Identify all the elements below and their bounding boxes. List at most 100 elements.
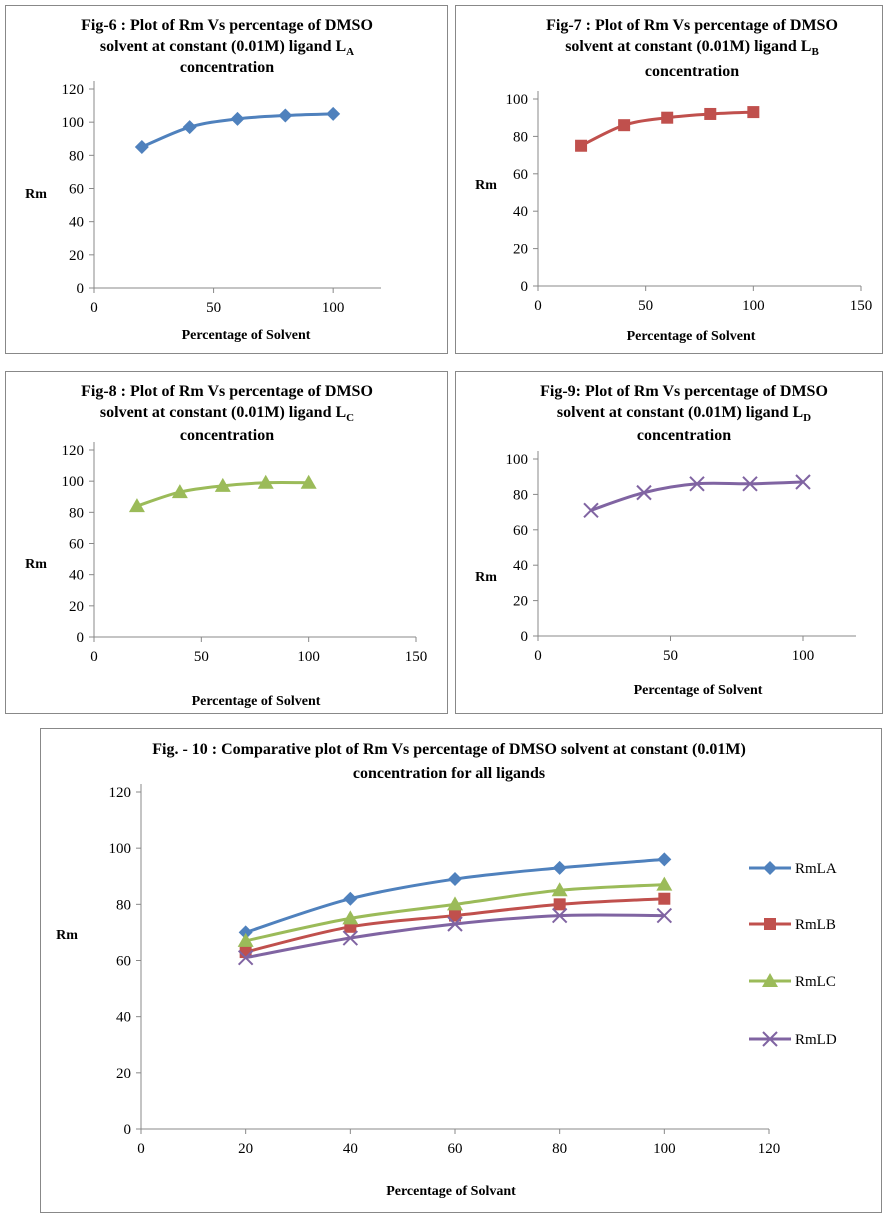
fig9-x-tick-label-2: 100 bbox=[792, 648, 815, 664]
fig8-series-0-point-4 bbox=[300, 474, 317, 489]
fig6-svg: Fig-6 : Plot of Rm Vs percentage of DMSO… bbox=[25, 17, 381, 343]
fig10-y-axis-label: Rm bbox=[56, 928, 78, 943]
fig10-series-0-point-2 bbox=[448, 872, 462, 887]
fig8-series-0-point-1 bbox=[171, 484, 188, 499]
fig10-y-tick-label-4: 80 bbox=[116, 897, 131, 913]
fig10-legend-item-1: RmLB bbox=[749, 917, 836, 933]
fig7-series-0-point-1 bbox=[618, 119, 631, 132]
fig10-x-tick-label-5: 100 bbox=[653, 1141, 676, 1157]
fig10-legend-label-2: RmLC bbox=[795, 974, 836, 990]
fig8-y-tick-label-4: 80 bbox=[69, 505, 84, 521]
fig10-series-2-point-legend bbox=[762, 973, 778, 987]
fig8-title-line-1: Fig-8 : Plot of Rm Vs percentage of DMSO bbox=[81, 383, 373, 400]
fig8-x-tick-label-3: 150 bbox=[405, 649, 428, 665]
fig9-series-0 bbox=[583, 474, 811, 519]
fig10-series-2-point-4 bbox=[656, 876, 673, 891]
fig9-chart-panel: Fig-9: Plot of Rm Vs percentage of DMSO s… bbox=[455, 371, 883, 714]
fig6-y-axis-label: Rm bbox=[25, 187, 47, 202]
fig10-series-1-point-legend bbox=[764, 918, 776, 930]
fig7-series-0-point-0 bbox=[575, 139, 588, 152]
fig10-legend-item-0: RmLA bbox=[749, 861, 837, 877]
fig6-series-0-point-0 bbox=[134, 140, 149, 155]
fig8-y-tick-label-0: 0 bbox=[77, 630, 85, 646]
fig6-x-axis-label: Percentage of Solvent bbox=[182, 328, 311, 343]
fig7-y-tick-label-3: 60 bbox=[513, 167, 528, 183]
fig10-series-0 bbox=[238, 852, 672, 940]
fig7-x-axis-label: Percentage of Solvent bbox=[627, 329, 756, 344]
fig9-series-0-point-0 bbox=[583, 502, 599, 519]
fig9-title-line-3: concentration bbox=[637, 427, 731, 444]
fig10-y-tick-label-0: 0 bbox=[124, 1122, 132, 1138]
fig8-series-0-point-3 bbox=[257, 474, 274, 489]
fig6-y-tick-label-2: 40 bbox=[69, 215, 84, 231]
fig8-y-tick-label-6: 120 bbox=[62, 443, 85, 459]
fig10-series-3-point-4 bbox=[656, 907, 673, 924]
fig9-y-tick-label-5: 100 bbox=[506, 452, 529, 468]
fig7-y-axis-label: Rm bbox=[475, 178, 497, 193]
fig10-series-3-point-legend bbox=[762, 1031, 778, 1047]
fig6-x-tick-label-1: 50 bbox=[206, 300, 221, 316]
fig6-series-0-point-1 bbox=[182, 120, 197, 135]
fig9-y-tick-label-1: 20 bbox=[513, 594, 528, 610]
fig7-svg: Fig-7 : Plot of Rm Vs percentage of DMSO… bbox=[475, 17, 873, 344]
fig8-y-axis-label: Rm bbox=[25, 557, 47, 572]
fig6-title-line-1: Fig-6 : Plot of Rm Vs percentage of DMSO bbox=[81, 17, 373, 34]
fig9-series-0-point-3 bbox=[742, 476, 758, 492]
fig10-x-tick-label-1: 20 bbox=[238, 1141, 253, 1157]
fig10-series-3-point-3 bbox=[551, 907, 568, 924]
fig6-series-0-point-4 bbox=[326, 106, 341, 121]
fig7-series-0-point-4 bbox=[747, 106, 760, 119]
fig9-title-line-2: solvent at constant (0.01M) ligand LD bbox=[557, 404, 811, 424]
fig6-y-tick-label-5: 100 bbox=[62, 115, 85, 131]
fig7-y-tick-label-0: 0 bbox=[521, 279, 529, 295]
fig7-title-subscript: B bbox=[811, 46, 819, 58]
fig7-x-tick-label-1: 50 bbox=[638, 298, 653, 314]
fig9-x-axis-label: Percentage of Solvent bbox=[634, 683, 763, 698]
fig6-title-line-2: solvent at constant (0.01M) ligand LA bbox=[100, 38, 354, 58]
fig10-x-tick-label-6: 120 bbox=[758, 1141, 781, 1157]
fig7-series-0-point-3 bbox=[704, 107, 717, 120]
fig10-y-tick-label-2: 40 bbox=[116, 1010, 131, 1026]
fig6-series-0 bbox=[134, 106, 341, 155]
fig10-series-3-point-0 bbox=[237, 949, 254, 966]
fig9-series-0-point-2 bbox=[689, 476, 705, 492]
fig9-y-tick-label-4: 80 bbox=[513, 487, 528, 503]
fig8-series-0-point-0 bbox=[128, 498, 145, 513]
fig6-title-subscript: A bbox=[346, 46, 354, 58]
fig10-title-line-1: Fig. - 10 : Comparative plot of Rm Vs pe… bbox=[152, 741, 746, 758]
fig8-y-tick-label-1: 20 bbox=[69, 599, 84, 615]
fig6-series-0-point-3 bbox=[278, 108, 293, 123]
fig10-series-0-point-3 bbox=[552, 860, 567, 875]
fig10-legend-label-3: RmLD bbox=[795, 1032, 837, 1048]
fig9-svg: Fig-9: Plot of Rm Vs percentage of DMSO s… bbox=[475, 383, 856, 698]
fig7-title-line-1: Fig-7 : Plot of Rm Vs percentage of DMSO bbox=[546, 17, 838, 34]
fig10-series-1-point-4 bbox=[658, 892, 671, 905]
fig10-svg: Fig. - 10 : Comparative plot of Rm Vs pe… bbox=[56, 741, 837, 1199]
fig10-x-axis-label: Percentage of Solvant bbox=[386, 1184, 516, 1199]
fig10-series-0-point-legend bbox=[763, 861, 777, 875]
fig8-title-line-2: solvent at constant (0.01M) ligand LC bbox=[100, 404, 354, 424]
fig10-series-1-point-3 bbox=[553, 898, 566, 911]
fig9-series-0-line bbox=[590, 480, 804, 512]
fig7-x-tick-label-0: 0 bbox=[534, 298, 542, 314]
fig7-x-tick-label-3: 150 bbox=[850, 298, 873, 314]
fig10-series-3-point-1 bbox=[342, 930, 359, 946]
fig10-chart-panel: Fig. - 10 : Comparative plot of Rm Vs pe… bbox=[40, 728, 882, 1213]
fig10-series-0-point-0 bbox=[238, 925, 253, 940]
fig9-x-tick-label-1: 50 bbox=[663, 648, 678, 664]
fig9-y-tick-label-2: 40 bbox=[513, 558, 528, 574]
fig7-series-0 bbox=[575, 106, 760, 152]
fig7-title-line-3: concentration bbox=[645, 63, 739, 80]
fig7-y-tick-label-4: 80 bbox=[513, 129, 528, 145]
fig6-y-tick-label-6: 120 bbox=[62, 82, 85, 98]
fig10-y-tick-label-1: 20 bbox=[116, 1066, 131, 1082]
fig8-y-tick-label-2: 40 bbox=[69, 568, 84, 584]
fig10-series-1-point-2 bbox=[449, 909, 461, 922]
fig8-title-subscript: C bbox=[346, 412, 354, 424]
fig7-y-tick-label-1: 20 bbox=[513, 242, 528, 258]
fig8-x-tick-label-1: 50 bbox=[194, 649, 209, 665]
fig8-x-axis-label: Percentage of Solvent bbox=[192, 694, 321, 709]
fig6-y-tick-label-0: 0 bbox=[77, 281, 85, 297]
fig10-x-tick-label-2: 40 bbox=[343, 1141, 358, 1157]
fig6-y-tick-label-4: 80 bbox=[69, 148, 84, 164]
